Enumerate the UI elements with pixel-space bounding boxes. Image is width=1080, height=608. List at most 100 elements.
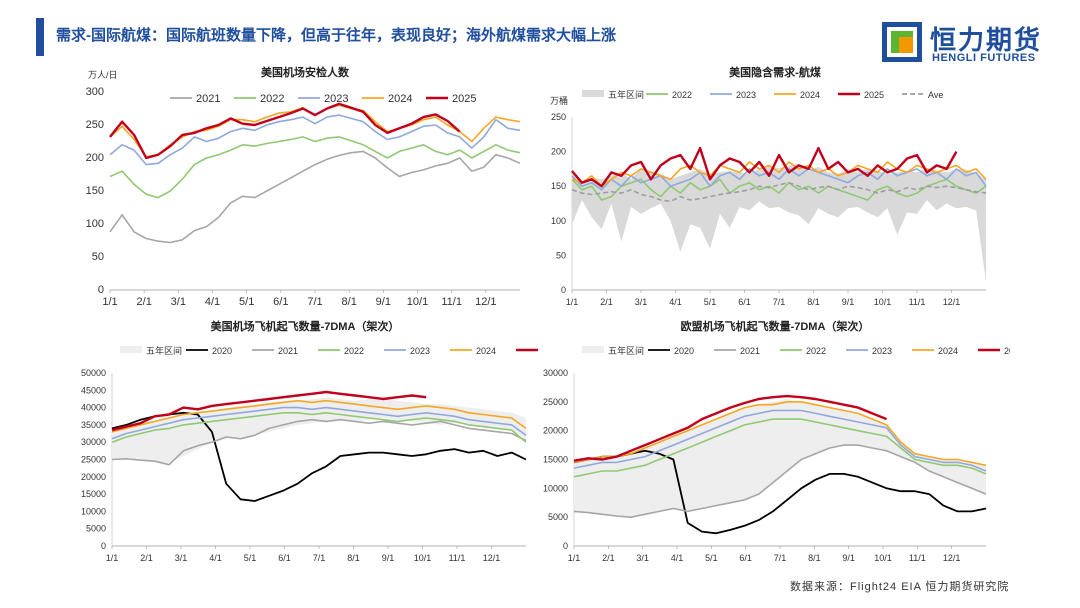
y-tick-label: 150 xyxy=(551,181,566,191)
x-tick-label: 5/1 xyxy=(244,553,257,563)
legend-label: 2023 xyxy=(410,346,430,356)
legend-swatch-band xyxy=(120,346,142,353)
legend-label: 2023 xyxy=(324,93,348,105)
series-line-2023 xyxy=(573,409,987,472)
x-tick-label: 12/1 xyxy=(475,296,496,308)
legend-label: 2022 xyxy=(672,90,692,100)
series-line-2020 xyxy=(573,449,987,535)
x-tick-label: 4/1 xyxy=(205,296,220,308)
x-tick-label: 12/1 xyxy=(483,553,501,563)
y-tick-label: 45000 xyxy=(81,385,106,395)
legend-swatch-band xyxy=(582,346,604,353)
x-tick-label: 11/1 xyxy=(909,553,926,563)
chart-eu-flight-departures: 欧盟机场飞机起飞数量-7DMA（架次） 0 5000 10000 15000 20000 2… xyxy=(543,319,1010,563)
x-tick-label: 2/1 xyxy=(600,297,613,307)
chart-us-flight-departures: 美国机场飞机起飞数量-7DMA（架次） 0 5000 10000 15000 20000 2… xyxy=(81,319,538,563)
chart-title: 欧盟机场飞机起飞数量-7DMA（架次） xyxy=(681,319,870,333)
chart-title: 美国机场飞机起飞数量-7DMA（架次） xyxy=(211,319,400,333)
y-tick-label: 250 xyxy=(551,112,566,122)
y-tick-label: 15000 xyxy=(543,455,568,465)
legend-label: 2020 xyxy=(674,346,694,356)
series-line-2024 xyxy=(571,161,987,187)
legend-label: 2024 xyxy=(388,93,412,105)
y-tick-label: 20000 xyxy=(81,472,106,482)
x-tick-label: 4/1 xyxy=(669,297,682,307)
x-tick-label: 9/1 xyxy=(382,553,395,563)
legend-label: 五年区间 xyxy=(608,345,644,356)
y-tick-label: 5000 xyxy=(86,524,106,534)
x-tick-label: 1/1 xyxy=(568,553,581,563)
series-line-2023 xyxy=(111,406,527,440)
x-tick-label: 12/1 xyxy=(943,553,961,563)
y-tick-label: 30000 xyxy=(81,437,106,447)
logo-mark-icon xyxy=(882,22,922,62)
y-tick-label: 100 xyxy=(86,218,104,230)
series-line-2025 xyxy=(571,146,958,188)
x-tick-label: 10/1 xyxy=(414,553,432,563)
x-tick-label: 2/1 xyxy=(137,296,152,308)
legend-label: 2023 xyxy=(872,346,892,356)
logo-name-cn: 恒力期货 xyxy=(930,25,1043,55)
y-tick-label: 100 xyxy=(551,216,566,226)
chart-title: 美国机场安检人数 xyxy=(261,65,350,79)
y-tick-label: 35000 xyxy=(81,420,106,430)
legend-label: 五年区间 xyxy=(608,89,644,100)
x-tick-label: 3/1 xyxy=(635,297,648,307)
legend-label: 2024 xyxy=(476,346,496,356)
y-tick-label: 50000 xyxy=(81,368,106,378)
series-line-2025 xyxy=(573,394,888,462)
legend-label: 2023 xyxy=(736,90,756,100)
series-line-2020 xyxy=(111,411,527,502)
x-tick-label: 7/1 xyxy=(313,553,326,563)
legend-label: 2024 xyxy=(938,346,958,356)
y-tick-label: 25000 xyxy=(543,397,568,407)
x-tick-label: 4/1 xyxy=(209,553,222,563)
x-tick-label: 8/1 xyxy=(807,297,820,307)
series-line-2022 xyxy=(109,136,521,199)
x-tick-label: 5/1 xyxy=(239,296,254,308)
x-tick-label: 10/1 xyxy=(407,296,428,308)
x-tick-label: 2/1 xyxy=(602,553,615,563)
x-tick-label: 9/1 xyxy=(376,296,391,308)
x-tick-label: 5/1 xyxy=(705,553,718,563)
series-line-2022 xyxy=(573,418,987,478)
x-tick-label: 5/1 xyxy=(704,297,717,307)
y-axis-label: 万人/日 xyxy=(88,70,118,80)
x-tick-label: 3/1 xyxy=(636,553,649,563)
legend-label: 2025 xyxy=(452,93,476,105)
y-tick-label: 20000 xyxy=(543,426,568,436)
five-year-range-band xyxy=(574,399,986,518)
series-line-2021 xyxy=(573,444,987,518)
y-tick-label: 30000 xyxy=(543,368,568,378)
five-year-range-band xyxy=(112,397,526,463)
series-line-2024 xyxy=(111,399,527,433)
legend-swatch-band xyxy=(582,90,604,97)
series-line-2023 xyxy=(571,168,987,191)
legend-label: 2020 xyxy=(212,346,232,356)
y-tick-label: 25000 xyxy=(81,455,106,465)
legend-label: 2024 xyxy=(800,90,820,100)
x-tick-label: 1/1 xyxy=(102,296,117,308)
x-tick-label: 11/1 xyxy=(449,553,466,563)
page-title: 需求-国际航煤：国际航班数量下降，但高于往年，表现良好；海外航煤需求大幅上涨 xyxy=(56,27,616,44)
y-tick-label: 5000 xyxy=(548,512,568,522)
legend-label: 2022 xyxy=(806,346,826,356)
y-tick-label: 15000 xyxy=(81,489,106,499)
header-accent-bar xyxy=(36,18,44,56)
company-logo: 恒力期货 HENGLI FUTURES xyxy=(882,20,1062,66)
x-tick-label: 6/1 xyxy=(278,553,291,563)
x-tick-label: 1/1 xyxy=(106,553,119,563)
x-tick-label: 6/1 xyxy=(738,297,751,307)
legend-label: 2021 xyxy=(196,93,220,105)
y-tick-label: 300 xyxy=(86,86,104,98)
x-tick-label: 8/1 xyxy=(808,553,821,563)
legend-label: Ave xyxy=(928,90,943,100)
y-tick-label: 10000 xyxy=(543,483,568,493)
x-tick-label: 1/1 xyxy=(566,297,579,307)
y-tick-label: 200 xyxy=(551,147,566,157)
y-tick-label: 200 xyxy=(86,152,104,164)
y-axis-label: 万桶 xyxy=(550,95,568,106)
chart-us-tsa-screening: 美国机场安检人数 万人/日 0 50 100 150 200 250 300 1/1 2/1 3/1 4… xyxy=(86,65,521,308)
x-tick-label: 6/1 xyxy=(739,553,752,563)
y-tick-label: 50 xyxy=(556,250,566,260)
